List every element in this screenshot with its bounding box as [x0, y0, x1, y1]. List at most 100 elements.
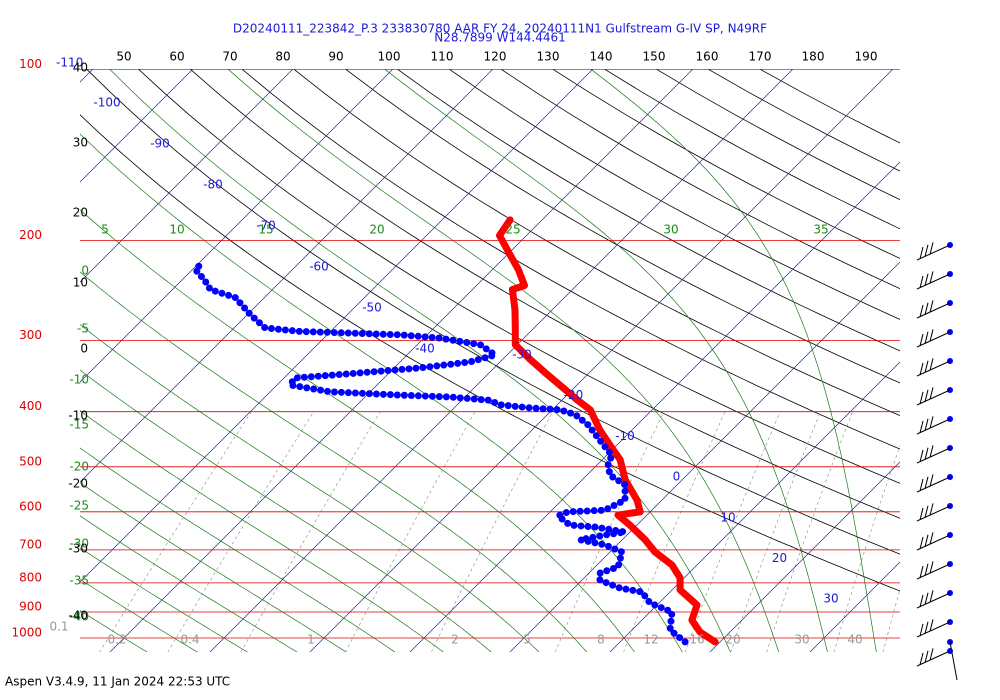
- isotherm-label: 0: [673, 470, 681, 484]
- mixing-ratio-line: [167, 411, 314, 652]
- wind-barb: [916, 445, 953, 464]
- isotherm: [309, 69, 893, 652]
- pressure-label: 1000: [11, 626, 42, 640]
- barb-staff: [916, 418, 951, 435]
- top-label: 80: [275, 50, 290, 64]
- wind-barb: [916, 590, 953, 609]
- moist-adiabat-label: 20: [369, 223, 384, 237]
- wind-barb: [916, 329, 953, 348]
- pressure-label: 100: [19, 57, 42, 71]
- barb-staff: [916, 273, 951, 290]
- dry-adiabat: [241, 69, 900, 450]
- barb-feather: [929, 271, 934, 284]
- pressure-label: 600: [19, 499, 42, 513]
- barb-feather: [929, 387, 934, 400]
- moist-adiabat-label: -5: [77, 322, 89, 336]
- moist-adiabat: [80, 410, 444, 652]
- barb-feather: [929, 242, 934, 255]
- top-label: 110: [431, 50, 454, 64]
- moist-adiabat-label: -35: [69, 574, 89, 588]
- height-label: 0: [80, 342, 88, 356]
- moist-adiabat-label: -30: [69, 537, 89, 551]
- isotherm-label: -20: [564, 388, 584, 402]
- moist-adiabat-label: 0: [81, 264, 89, 278]
- barb-feather: [919, 333, 924, 347]
- barb-staff: [916, 331, 951, 348]
- moist-adiabat: [80, 133, 683, 652]
- moist-adiabat: [80, 482, 347, 652]
- moist-adiabat-label: -40: [69, 610, 89, 624]
- top-label: 70: [222, 50, 237, 64]
- isotherm-label: -50: [362, 301, 382, 315]
- moist-adiabat-label: -25: [69, 499, 89, 513]
- dry-adiabat: [760, 69, 900, 144]
- top-label: 120: [484, 50, 507, 64]
- isotherm-label: 30: [823, 592, 838, 606]
- wind-barb: [916, 532, 953, 551]
- title-line: D20240111_223842_P.3 233830780 AAR FY 24…: [233, 22, 767, 36]
- barb-feather: [929, 561, 934, 574]
- isotherm-label: -70: [256, 219, 276, 233]
- moist-adiabat: [590, 69, 877, 652]
- top-label: 60: [169, 50, 184, 64]
- dry-adiabat: [293, 69, 900, 417]
- pressure-label: 900: [19, 599, 42, 613]
- mixing-ratio-label: 16: [689, 633, 704, 647]
- wind-barb: [916, 358, 953, 377]
- wind-barb: [916, 416, 953, 435]
- isotherm: [709, 461, 900, 652]
- barb-staff: [916, 244, 951, 261]
- barb-feather: [924, 302, 929, 315]
- mixing-ratio-label: 1: [307, 633, 315, 647]
- barb-staff: [916, 563, 951, 580]
- height-label: -10: [68, 409, 88, 423]
- height-label: 10: [73, 276, 88, 290]
- dry-adiabat: [708, 69, 900, 172]
- isotherm: [80, 69, 393, 383]
- isotherm-label: -40: [415, 342, 435, 356]
- isotherm-label: -80: [203, 178, 223, 192]
- wind-barb: [916, 474, 953, 493]
- dewpoint-line: [191, 261, 689, 646]
- plot-area: [80, 69, 900, 652]
- isotherm-label: 20: [772, 551, 787, 565]
- mixing-ratio-label: 8: [597, 633, 605, 647]
- moist-adiabat: [109, 69, 731, 652]
- barb-staff: [916, 621, 951, 638]
- moist-adiabat-label: -10: [69, 373, 89, 387]
- top-label: 160: [696, 50, 719, 64]
- dry-adiabat: [190, 69, 900, 484]
- isotherm: [109, 69, 693, 652]
- barb-feather: [919, 652, 924, 666]
- mixing-ratio-label: 30: [794, 633, 809, 647]
- isotherm: [80, 69, 193, 183]
- barb-feather: [924, 273, 929, 286]
- moist-adiabat: [80, 369, 492, 652]
- top-label: 140: [590, 50, 613, 64]
- moist-adiabat-label: -20: [69, 460, 89, 474]
- barb-feather: [924, 476, 929, 489]
- moist-adiabat-label: -15: [69, 418, 89, 432]
- mixing-ratio-line: [730, 411, 821, 652]
- barb-feather: [919, 362, 924, 376]
- barb-feather: [919, 420, 924, 434]
- moist-adiabat-label: 5: [101, 223, 109, 237]
- dry-adiabat: [500, 69, 900, 290]
- barb-feather: [929, 474, 934, 487]
- isotherm: [509, 261, 900, 652]
- barb-feather: [924, 505, 929, 518]
- mixing-ratio-line: [345, 411, 476, 652]
- isotherm: [209, 69, 793, 652]
- temperature-line: [496, 216, 719, 646]
- top-label: 90: [328, 50, 343, 64]
- barb-feather: [919, 391, 924, 405]
- mixing-ratio-line: [685, 411, 781, 652]
- isotherm: [809, 561, 900, 652]
- barb-feather: [919, 275, 924, 289]
- mixing-ratio-label: 2: [451, 633, 459, 647]
- isotherm-label: 10: [720, 510, 735, 524]
- top-label: 130: [537, 50, 560, 64]
- wind-barb: [916, 648, 953, 667]
- pressure-label: 800: [19, 570, 42, 584]
- barb-feather: [929, 590, 934, 603]
